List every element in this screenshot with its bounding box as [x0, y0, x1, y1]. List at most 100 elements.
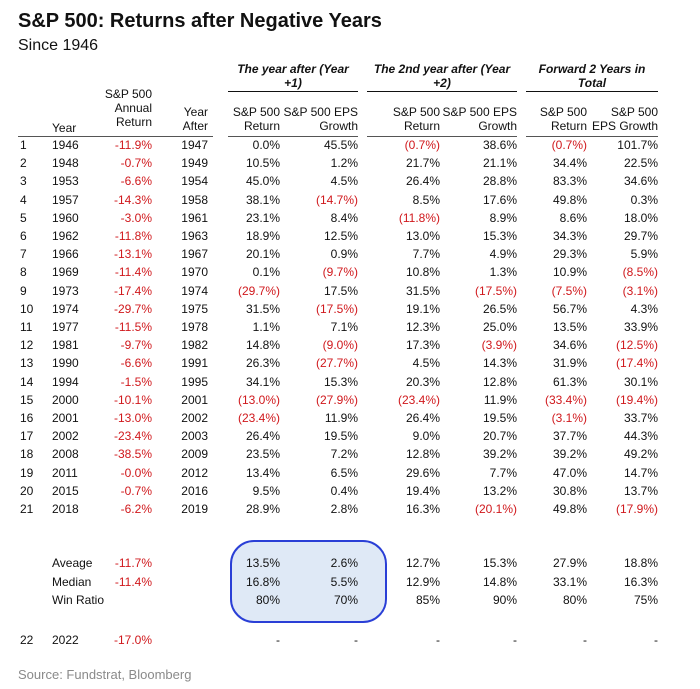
- cell-year: 2000: [52, 392, 79, 407]
- cell-year-after: 1949: [181, 156, 208, 171]
- cell-eps3: (8.5%): [622, 265, 658, 280]
- cell-row-index: 10: [20, 301, 34, 316]
- cell-ret1: 28.9%: [245, 502, 280, 516]
- cell-eps1: 4.5%: [330, 174, 358, 189]
- col-header-year-after: Year After: [168, 105, 208, 133]
- cell-ret1: 20.1%: [245, 247, 280, 262]
- cell-eps1: 45.5%: [323, 138, 358, 152]
- col-header-ret2-line2: Return: [403, 119, 440, 133]
- cell-eps2: 25.0%: [482, 320, 517, 334]
- col-header-eps2-line2: Growth: [478, 119, 517, 133]
- cell-row-index: 3: [20, 174, 27, 189]
- cell-ret2: 26.4%: [405, 174, 440, 189]
- cell-eps2: 90%: [492, 593, 517, 607]
- cell-ret2: 19.4%: [405, 483, 440, 498]
- cell-year-after: 2001: [181, 392, 208, 407]
- cell-year: 2008: [52, 447, 79, 462]
- cell-eps1: 1.2%: [330, 156, 358, 171]
- cell-annual: -10.1%: [113, 392, 152, 407]
- cell-row-index: 20: [20, 483, 34, 498]
- cell-eps3: 29.7%: [623, 229, 658, 243]
- cell-year: 1981: [52, 338, 79, 353]
- cell-annual: -38.5%: [113, 447, 152, 462]
- header-underline-forward-two: [526, 136, 658, 137]
- cell-ret1: 18.9%: [245, 229, 280, 243]
- cell-ret1: 26.3%: [245, 356, 280, 371]
- cell-row-index: 17: [20, 429, 34, 444]
- cell-annual: -13.1%: [113, 247, 152, 262]
- cell-ret1: 38.1%: [245, 192, 280, 207]
- cell-ret3: (3.1%): [551, 411, 587, 425]
- cell-eps1: 6.5%: [330, 465, 358, 480]
- cell-ret3: 61.3%: [552, 374, 587, 389]
- cell-ret1: 26.4%: [245, 429, 280, 444]
- cell-eps2: 19.5%: [482, 411, 517, 425]
- cell-ret3: 30.8%: [552, 483, 587, 498]
- cell-eps1: 0.4%: [330, 483, 358, 498]
- cell-eps1: 0.9%: [330, 247, 358, 262]
- cell-eps1: (27.9%): [315, 392, 358, 407]
- cell-ret1: 23.5%: [245, 447, 280, 462]
- cell-ret1: (29.7%): [237, 283, 280, 298]
- col-header-ret2: S&P 500 Return: [380, 105, 440, 133]
- cell-annual: -0.7%: [120, 156, 152, 171]
- cell-year-after: 1970: [181, 265, 208, 280]
- cell-year-after: 2003: [181, 429, 208, 444]
- cell-row-index: 18: [20, 447, 34, 462]
- cell-ret1: 13.5%: [245, 556, 280, 570]
- cell-ret3: (7.5%): [551, 283, 587, 298]
- col-header-year-after-line1: Year: [183, 105, 208, 119]
- cell-year: 1994: [52, 374, 79, 389]
- cell-eps1: (14.7%): [315, 192, 358, 207]
- cell-eps1: 8.4%: [330, 210, 358, 225]
- cell-row-index: 13: [20, 356, 34, 371]
- cell-eps2: 14.8%: [482, 574, 517, 589]
- cell-eps2: 11.9%: [483, 392, 517, 407]
- cell-row-index: 22: [20, 633, 34, 647]
- cell-ret3: 29.3%: [552, 247, 587, 262]
- cell-eps3: 75%: [633, 593, 658, 607]
- cell-eps2: 14.3%: [482, 356, 517, 371]
- cell-year-after: 1995: [181, 374, 208, 389]
- cell-ret3: 31.9%: [552, 356, 587, 371]
- cell-ret3: 34.4%: [552, 156, 587, 171]
- cell-ret3: 13.5%: [552, 320, 587, 334]
- cell-row-index: 14: [20, 374, 34, 389]
- cell-eps3: 14.7%: [623, 465, 658, 480]
- cell-annual: -0.0%: [120, 465, 152, 480]
- cell-ret1: (23.4%): [237, 411, 280, 425]
- page-title: S&P 500: Returns after Negative Years: [18, 10, 382, 32]
- cell-ret2: 12.7%: [405, 556, 440, 570]
- cell-annual: -11.7%: [114, 556, 152, 570]
- cell-ret1: 45.0%: [245, 174, 280, 189]
- cell-year-after: 1974: [181, 283, 208, 298]
- col-header-annual-return: S&P 500 Annual Return: [96, 87, 152, 129]
- cell-eps2: 12.8%: [482, 374, 517, 389]
- cell-year: 2018: [52, 502, 79, 516]
- header-underline-second-year: [367, 136, 517, 137]
- cell-ret3: 80%: [562, 593, 587, 607]
- source-note: Source: Fundstrat, Bloomberg: [18, 667, 192, 682]
- col-header-ret3-line1: S&P 500: [539, 105, 587, 119]
- cell-annual: -13.0%: [113, 411, 152, 425]
- cell-annual: -29.7%: [113, 301, 152, 316]
- cell-eps1: 15.3%: [323, 374, 358, 389]
- cell-year: 1948: [52, 156, 79, 171]
- cell-ret3: 34.3%: [552, 229, 587, 243]
- cell-eps1: (9.7%): [322, 265, 358, 280]
- cell-eps3: 101.7%: [617, 138, 658, 152]
- cell-row-index: 4: [20, 192, 27, 207]
- cell-row-index: 12: [20, 338, 34, 353]
- cell-ret3: 8.6%: [559, 210, 587, 225]
- cell-year-after: 1954: [181, 174, 208, 189]
- cell-eps2: (17.5%): [474, 283, 517, 298]
- cell-eps2: 28.8%: [482, 174, 517, 189]
- cell-eps3: 49.2%: [623, 447, 658, 462]
- cell-ret3: 10.9%: [552, 265, 587, 280]
- cell-eps1: 5.5%: [330, 574, 358, 589]
- cell-row-index: 19: [20, 465, 34, 480]
- cell-ret1: 14.8%: [245, 338, 280, 353]
- col-header-eps2: S&P 500 EPS Growth: [442, 105, 518, 133]
- cell-eps2: 15.3%: [482, 229, 517, 243]
- col-header-eps1-line1: S&P 500 EPS: [283, 105, 359, 119]
